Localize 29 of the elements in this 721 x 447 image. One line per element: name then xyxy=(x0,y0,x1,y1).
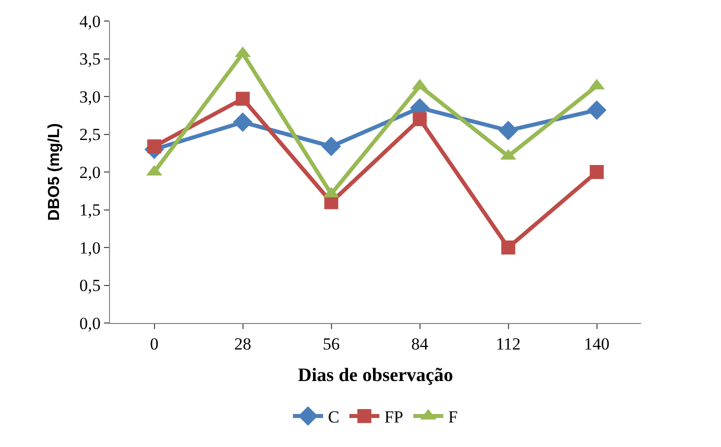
point xyxy=(590,165,604,179)
x-tick-label: 84 xyxy=(411,334,429,354)
y-tick-label: 3,0 xyxy=(79,87,101,106)
y-tick-label: 1,5 xyxy=(79,200,101,220)
x-tick-label: 0 xyxy=(150,334,158,354)
point xyxy=(147,139,162,154)
y-axis-title: DBO5 (mg/L) xyxy=(46,123,64,221)
x-axis-title: Dias de observação xyxy=(298,365,454,386)
x-tick-label: 140 xyxy=(584,334,610,354)
point xyxy=(501,240,516,254)
legend-label: C xyxy=(328,408,340,427)
y-tick-label: 4,0 xyxy=(79,12,101,31)
y-tick-label: 1,0 xyxy=(79,238,101,258)
point xyxy=(587,100,606,120)
legend-label: FP xyxy=(384,408,404,427)
x-tick-label: 28 xyxy=(234,334,252,354)
point xyxy=(412,112,427,126)
x-tick-label: 112 xyxy=(496,334,521,354)
point xyxy=(236,92,250,106)
y-tick-label: 3,5 xyxy=(79,50,101,69)
point xyxy=(233,112,252,132)
x-tick-label: 56 xyxy=(322,334,340,354)
legend-label: F xyxy=(448,408,458,427)
y-tick-label: 2,5 xyxy=(79,125,101,144)
y-tick-label: 2,0 xyxy=(79,162,101,182)
point xyxy=(322,136,341,156)
point xyxy=(498,120,518,140)
y-tick-label: 0,0 xyxy=(79,314,101,333)
y-tick-label: 0,5 xyxy=(79,276,101,296)
